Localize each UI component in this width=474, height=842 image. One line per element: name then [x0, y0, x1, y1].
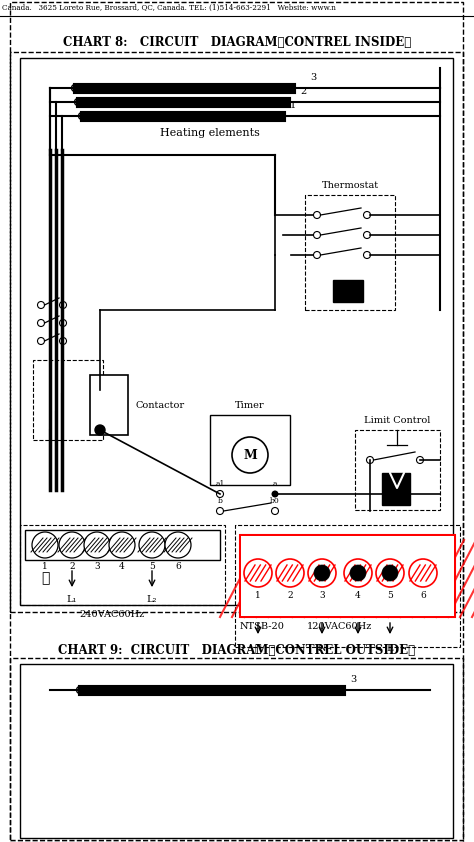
Text: 120VAC60Hz: 120VAC60Hz — [307, 622, 373, 631]
Text: Timer: Timer — [235, 401, 265, 410]
Circle shape — [409, 559, 437, 587]
Text: b0: b0 — [270, 497, 280, 505]
Text: 1: 1 — [42, 562, 48, 571]
Text: Thermostat: Thermostat — [321, 181, 379, 190]
Bar — [333, 280, 363, 302]
Text: L: L — [387, 644, 393, 653]
Text: 2: 2 — [287, 591, 293, 600]
Bar — [90, 375, 128, 435]
Text: Limit Control: Limit Control — [365, 416, 431, 425]
Text: ⏚: ⏚ — [41, 571, 49, 585]
Text: 3: 3 — [310, 73, 316, 82]
Text: a: a — [273, 480, 277, 488]
Circle shape — [382, 565, 398, 581]
Circle shape — [308, 559, 336, 587]
Circle shape — [32, 532, 58, 558]
Text: Canada.   3625 Loreto Rue, Brossard, QC, Canada. TEL: (1)514-663-2291   Website:: Canada. 3625 Loreto Rue, Brossard, QC, C… — [2, 4, 336, 12]
Circle shape — [376, 559, 404, 587]
Text: 3: 3 — [94, 562, 100, 571]
Circle shape — [59, 532, 85, 558]
Text: 6: 6 — [175, 562, 181, 571]
Text: 4: 4 — [355, 591, 361, 600]
Bar — [20, 664, 453, 838]
Text: L₂: L₂ — [147, 595, 157, 604]
Text: 1: 1 — [290, 101, 296, 110]
Text: 2: 2 — [69, 562, 75, 571]
Bar — [10, 658, 463, 842]
Text: 3: 3 — [350, 675, 356, 684]
Text: b: b — [218, 497, 222, 505]
Bar — [382, 473, 410, 505]
Text: CHART 8:   CIRCUIT   DIAGRAM（CONTREL INSIDE）: CHART 8: CIRCUIT DIAGRAM（CONTREL INSIDE） — [63, 35, 411, 49]
Text: L₁: L₁ — [67, 595, 77, 604]
Circle shape — [109, 532, 135, 558]
Bar — [10, 52, 463, 612]
Circle shape — [350, 565, 366, 581]
Text: Heating elements: Heating elements — [160, 128, 260, 138]
Text: 5: 5 — [387, 591, 393, 600]
Text: 1: 1 — [255, 591, 261, 600]
Circle shape — [244, 559, 272, 587]
Circle shape — [314, 565, 330, 581]
Bar — [210, 415, 290, 485]
Circle shape — [84, 532, 110, 558]
Text: ⏚: ⏚ — [255, 644, 261, 654]
Bar — [25, 530, 220, 560]
Bar — [240, 535, 455, 617]
Bar — [235, 525, 460, 647]
Text: a1: a1 — [215, 480, 225, 488]
Text: N: N — [318, 644, 326, 653]
Text: 240VAC60Hz: 240VAC60Hz — [79, 610, 145, 619]
Circle shape — [276, 559, 304, 587]
Circle shape — [95, 425, 105, 435]
Bar — [241, 536, 454, 616]
Text: 6: 6 — [420, 591, 426, 600]
Bar — [305, 195, 395, 310]
Text: M: M — [243, 449, 257, 461]
Bar — [20, 525, 225, 605]
Text: Contactor: Contactor — [135, 401, 184, 409]
Circle shape — [139, 532, 165, 558]
Bar — [33, 360, 103, 440]
Text: 2: 2 — [300, 87, 306, 96]
Text: 5: 5 — [149, 562, 155, 571]
Text: NTSB-20: NTSB-20 — [240, 622, 285, 631]
Text: 4: 4 — [119, 562, 125, 571]
Bar — [20, 58, 453, 605]
Circle shape — [344, 559, 372, 587]
Circle shape — [272, 491, 279, 498]
Bar — [355, 430, 440, 510]
Circle shape — [165, 532, 191, 558]
Text: 3: 3 — [319, 591, 325, 600]
Text: CHART 9:  CIRCUIT   DIAGRAM（CONTREL OUTSIDE）: CHART 9: CIRCUIT DIAGRAM（CONTREL OUTSIDE… — [58, 643, 416, 657]
